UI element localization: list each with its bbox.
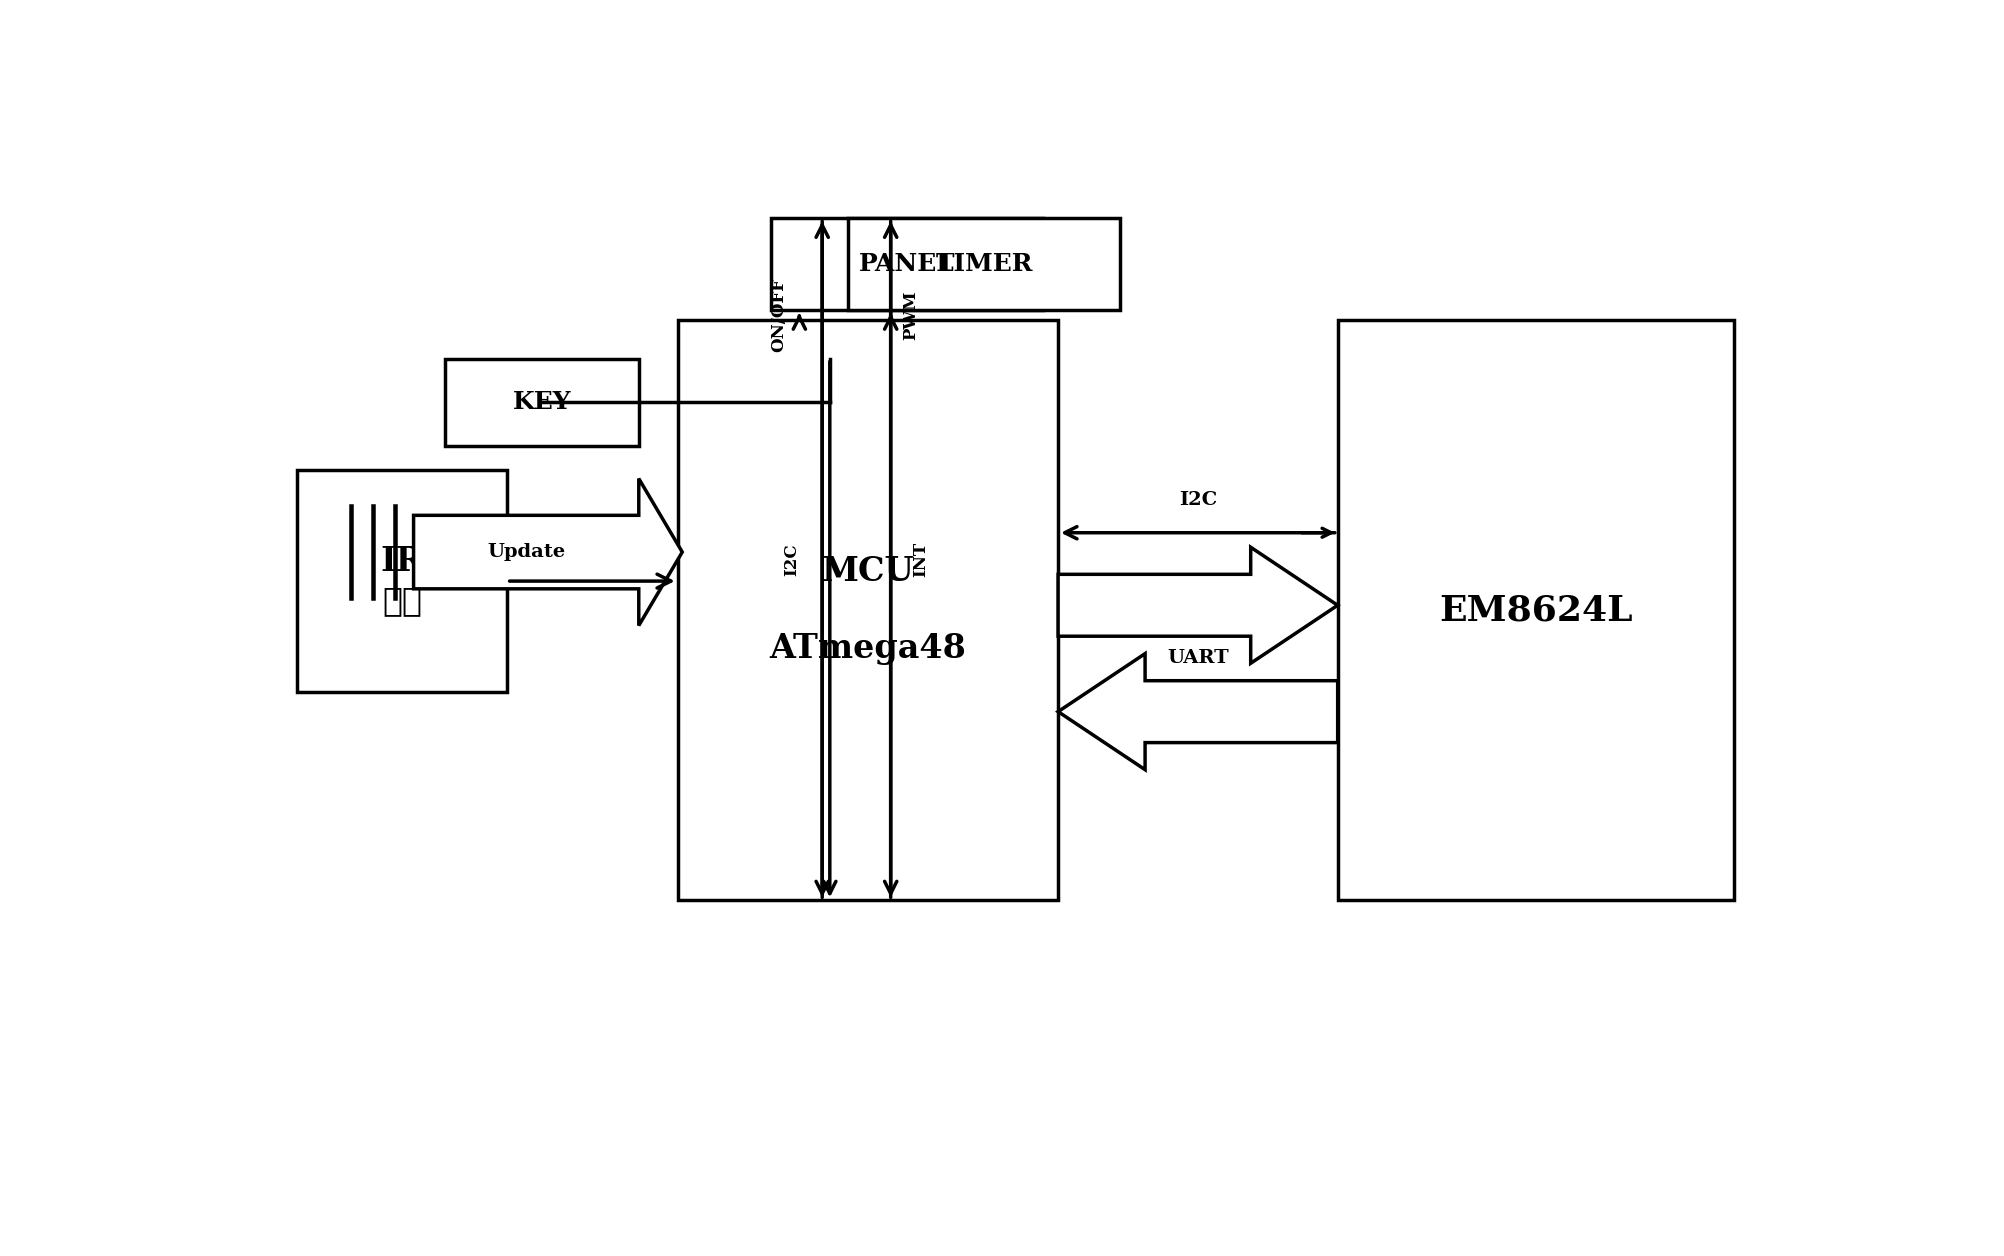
Text: EM8624L: EM8624L (1439, 593, 1633, 627)
Text: I2C: I2C (1178, 491, 1216, 509)
Bar (1339, 320, 1733, 901)
Text: MCU

ATmega48: MCU ATmega48 (770, 555, 966, 664)
Text: UART: UART (1166, 649, 1228, 667)
Text: PWM: PWM (902, 290, 920, 340)
Text: PANEL: PANEL (860, 252, 954, 276)
Bar (772, 219, 1042, 310)
Polygon shape (1058, 548, 1339, 663)
Text: INT: INT (912, 541, 930, 577)
Text: ON/OFF: ON/OFF (772, 278, 788, 352)
Bar (297, 470, 507, 692)
Text: TIMER: TIMER (936, 252, 1034, 276)
Bar (445, 359, 639, 446)
Text: IR
遥控: IR 遥控 (381, 545, 423, 617)
Bar (848, 219, 1120, 310)
Polygon shape (1058, 653, 1339, 770)
Text: Update: Update (487, 543, 565, 561)
Text: I2C: I2C (784, 543, 800, 575)
Text: KEY: KEY (513, 391, 571, 414)
Bar (677, 320, 1058, 901)
Polygon shape (413, 479, 681, 625)
